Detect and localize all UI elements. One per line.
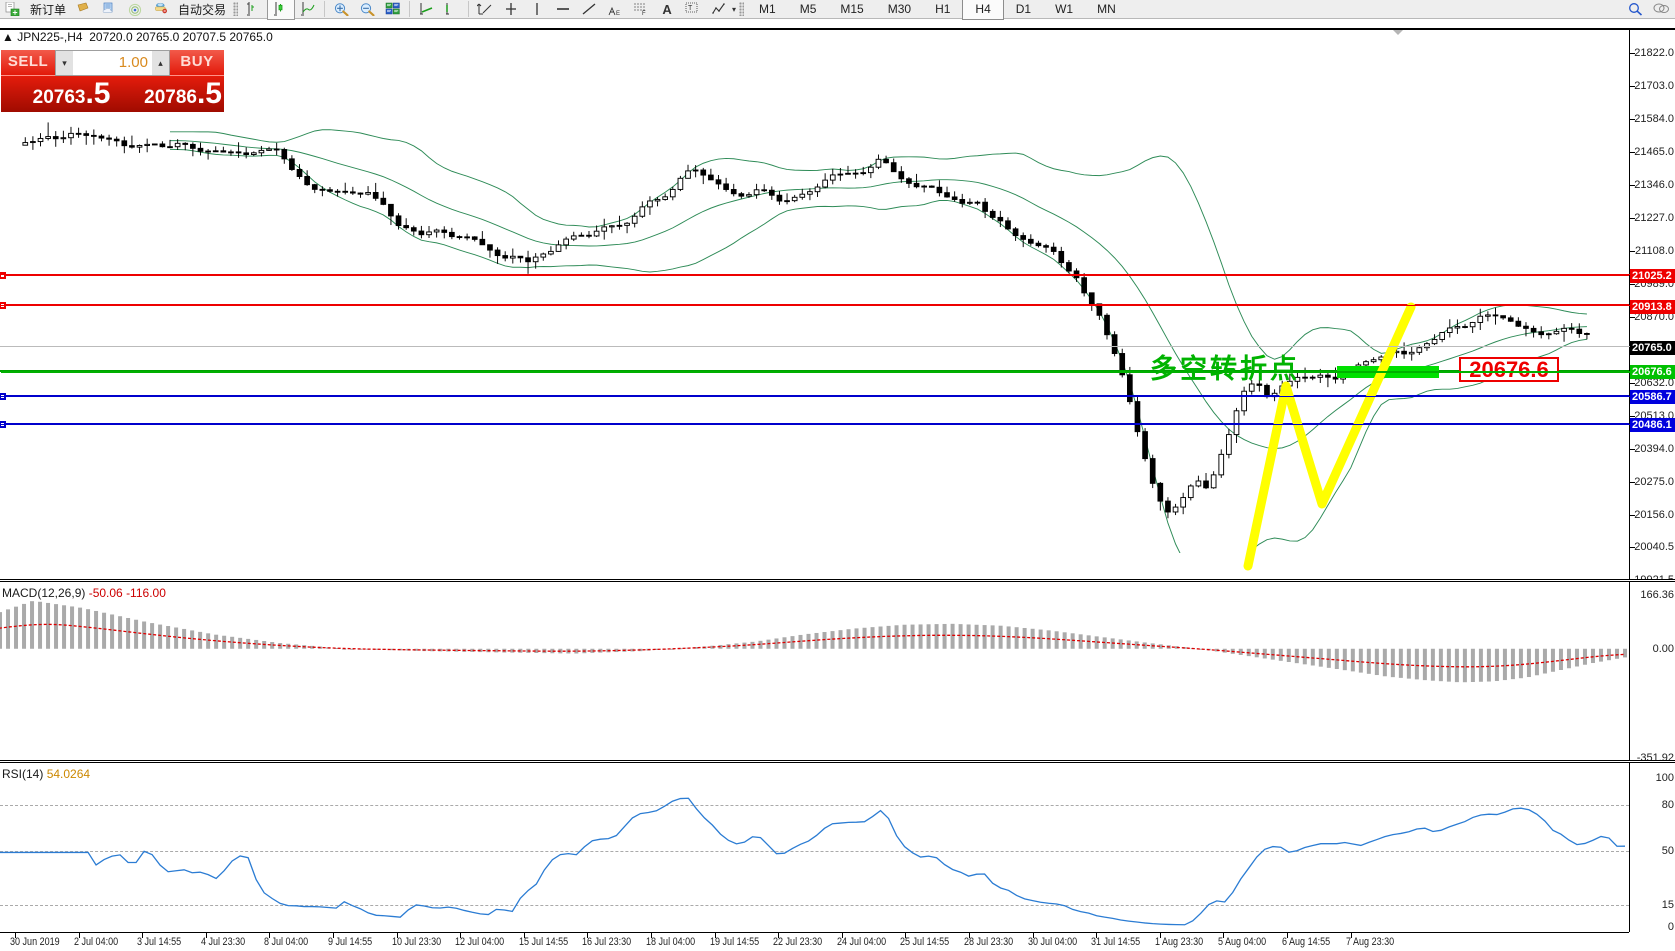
svg-text:E: E (616, 11, 620, 16)
svg-text:F: F (642, 11, 646, 16)
svg-text:T: T (688, 5, 693, 12)
